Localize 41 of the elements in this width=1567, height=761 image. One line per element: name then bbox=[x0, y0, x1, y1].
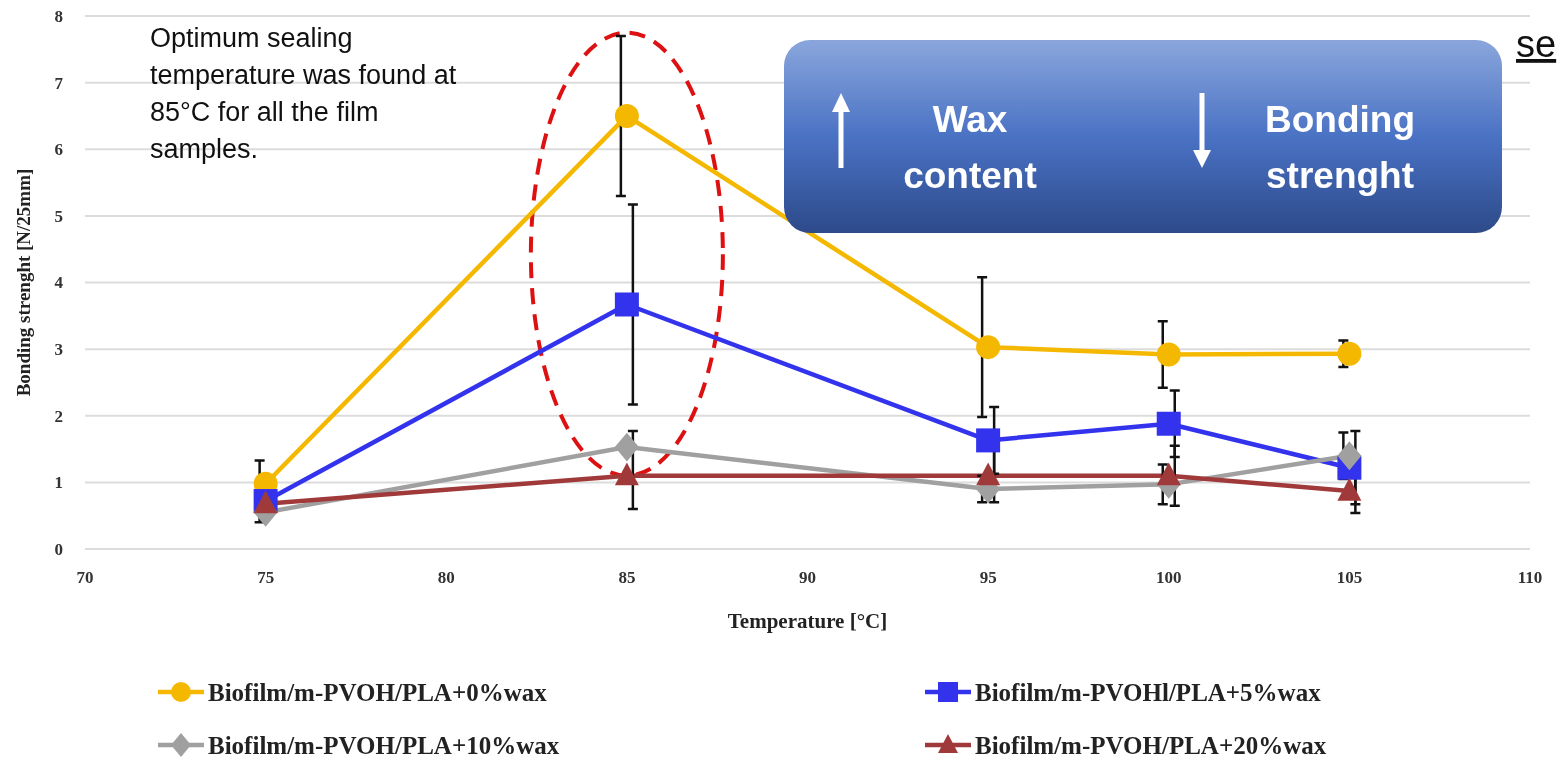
point bbox=[976, 335, 1001, 360]
y-tick-label: 3 bbox=[54, 340, 63, 360]
point bbox=[614, 462, 639, 486]
y-tick-label: 2 bbox=[54, 406, 63, 426]
annotation: Bonding strenght bbox=[1264, 98, 1416, 198]
y-tick-label: 5 bbox=[54, 206, 63, 226]
point bbox=[976, 428, 1001, 453]
legend-label: Biofilm/m-PVOHl/PLA+5%wax bbox=[975, 678, 1322, 706]
x-tick-label: 70 bbox=[76, 568, 94, 587]
point bbox=[614, 103, 639, 128]
annotation: Wax content bbox=[902, 98, 1038, 198]
x-tick-label: 110 bbox=[1517, 568, 1543, 587]
point bbox=[976, 462, 1001, 486]
point bbox=[1337, 341, 1362, 366]
legend-label: Biofilm/m-PVOH/PLA+10%wax bbox=[208, 731, 560, 759]
x-tick-label: 80 bbox=[437, 568, 455, 587]
y-tick-label: 8 bbox=[54, 6, 63, 26]
x-tick-label: 85 bbox=[618, 568, 636, 587]
point bbox=[1156, 342, 1181, 367]
annotation: Optimum sealing temperature was found at 85°C for all the film samples. bbox=[150, 22, 458, 166]
point bbox=[1337, 441, 1362, 471]
x-tick-label: 90 bbox=[799, 568, 816, 587]
annotation: se bbox=[1516, 23, 1557, 65]
y-tick-label: 4 bbox=[54, 273, 64, 293]
point bbox=[614, 432, 639, 462]
point bbox=[1156, 462, 1181, 486]
point bbox=[1337, 477, 1362, 501]
x-tick-label: 95 bbox=[979, 568, 997, 587]
legend-label: Biofilm/m-PVOH/PLA+20%wax bbox=[975, 731, 1327, 759]
point bbox=[1156, 411, 1181, 436]
point bbox=[614, 292, 639, 317]
x-tick-label: 100 bbox=[1156, 568, 1182, 587]
legend-label: Biofilm/m-PVOH/PLA+0%wax bbox=[208, 678, 548, 706]
y-tick-label: 1 bbox=[54, 473, 63, 493]
y-tick-label: 7 bbox=[54, 73, 64, 93]
y-tick-label: 6 bbox=[54, 140, 63, 160]
x-tick-label: 105 bbox=[1336, 568, 1363, 587]
y-tick-label: 0 bbox=[54, 539, 63, 559]
x-tick-label: 75 bbox=[257, 568, 275, 587]
y-axis-title: Bonding strenght [N/25mm] bbox=[13, 168, 34, 397]
x-axis-title: Temperature [°C] bbox=[727, 609, 888, 633]
